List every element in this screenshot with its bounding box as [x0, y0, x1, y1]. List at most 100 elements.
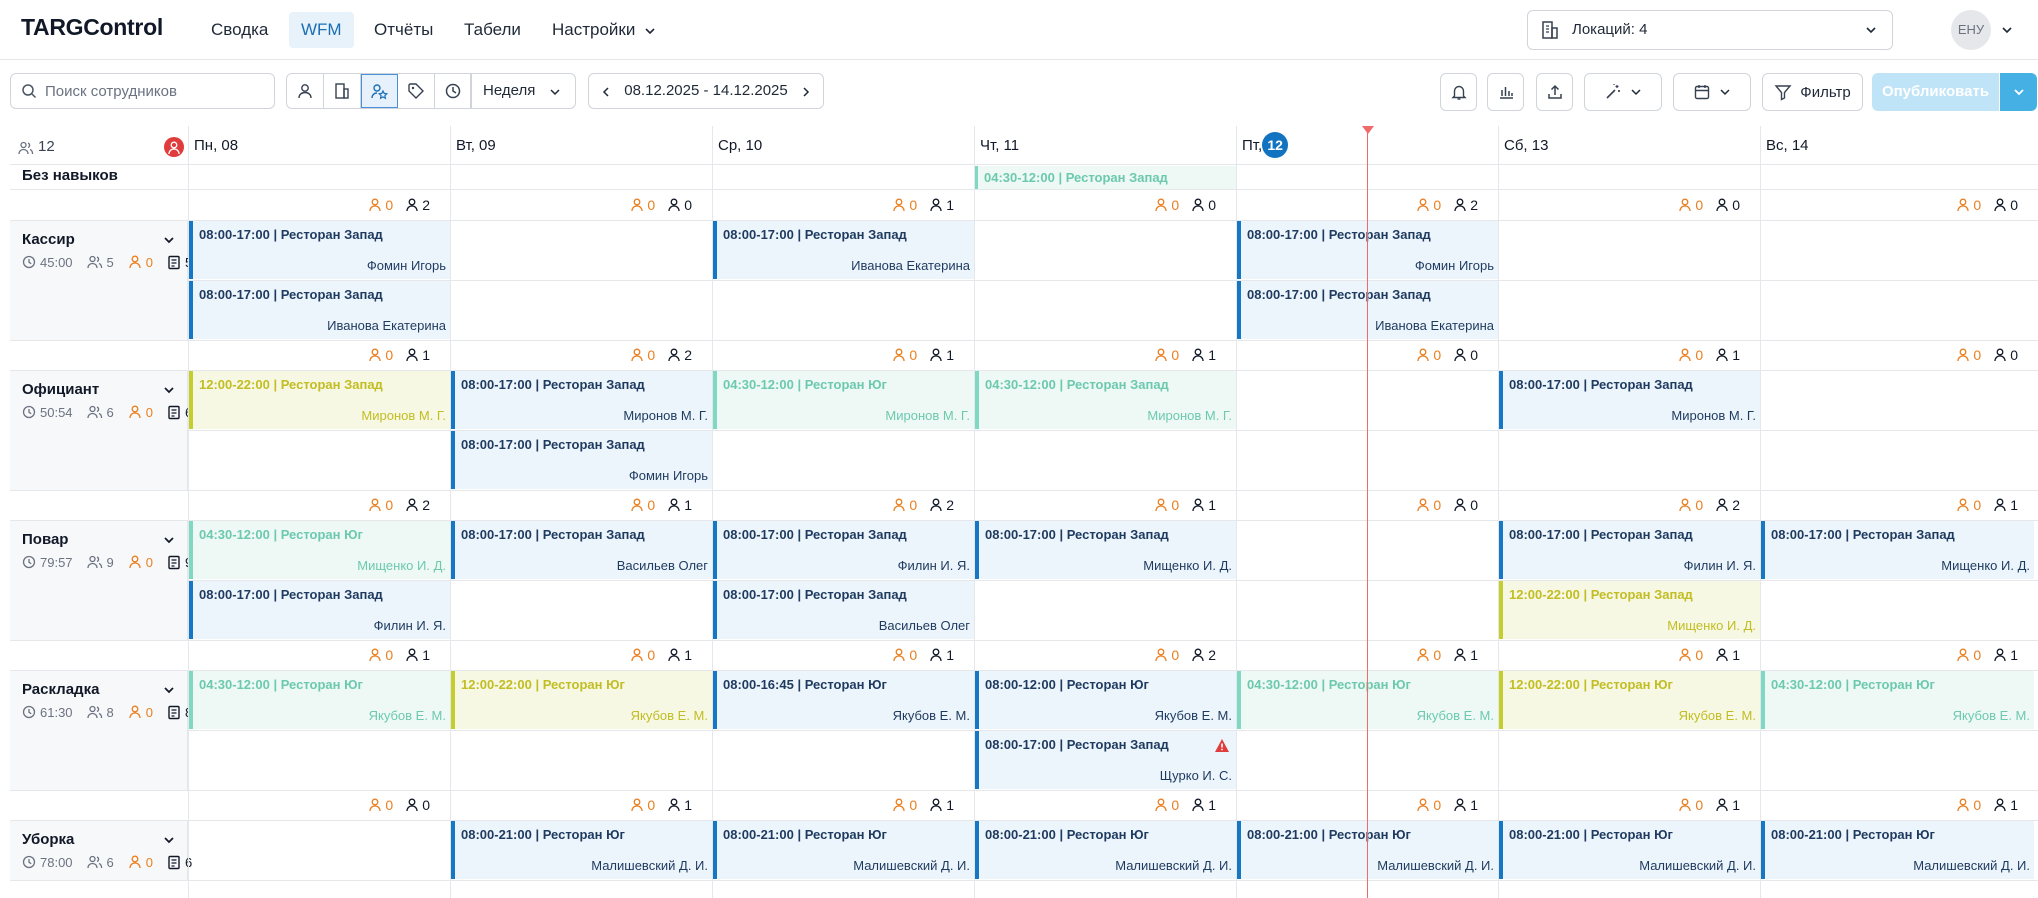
shift-card[interactable]: 04:30-12:00 | Ресторан Запад Миронов М. Г…	[975, 371, 1236, 429]
shift-card[interactable]: 12:00-22:00 | Ресторан Юг Якубов Е. М.	[451, 671, 712, 729]
statistics-button[interactable]	[1487, 73, 1524, 111]
assigned-count: 1	[684, 647, 692, 663]
brand-logo[interactable]: TARGControl	[21, 14, 163, 40]
assigned-count: 2	[422, 197, 430, 213]
shift-card[interactable]: 04:30-12:00 | Ресторан Запад	[975, 166, 1236, 189]
view-by-time-button[interactable]	[435, 74, 472, 108]
shift-card[interactable]: 04:30-12:00 | Ресторан Юг Миронов М. Г.	[713, 371, 974, 429]
shift-card[interactable]: 08:00-17:00 | Ресторан Запад Филин И. Я.	[189, 581, 450, 639]
user-assigned-icon	[1716, 498, 1728, 512]
shift-card[interactable]: 08:00-17:00 | Ресторан Запад Миронов М. Г…	[451, 371, 712, 429]
shift-card[interactable]: 04:30-12:00 | Ресторан Юг Якубов Е. М.	[1761, 671, 2034, 729]
publish-button[interactable]: Опубликовать	[1872, 73, 1999, 111]
assigned-count: 1	[946, 347, 954, 363]
shift-card[interactable]: 08:00-17:00 | Ресторан Запад Миронов М. Г…	[1499, 371, 1760, 429]
chevron-down-icon[interactable]	[162, 383, 176, 397]
shift-employee: Малишевский Д. И.	[1639, 858, 1756, 873]
role-hours: 61:30	[40, 704, 73, 720]
shift-card[interactable]: 08:00-12:00 | Ресторан Юг Якубов Е. М.	[975, 671, 1236, 729]
shift-card[interactable]: 08:00-17:00 | Ресторан Запад Иванова Екат…	[713, 221, 974, 279]
day-header[interactable]: Ср, 10	[712, 126, 974, 165]
shift-employee: Васильев Олег	[878, 618, 970, 633]
upload-icon	[1547, 84, 1562, 99]
shift-card[interactable]: 08:00-21:00 | Ресторан Юг Малишевский Д. …	[1499, 821, 1760, 879]
shift-card[interactable]: 08:00-17:00 | Ресторан Запад Фомин Игорь	[451, 431, 712, 489]
shift-card[interactable]: 08:00-17:00 | Ресторан Запад Мищенко И. Д…	[1761, 521, 2034, 579]
shift-card[interactable]: 08:00-16:45 | Ресторан Юг Якубов Е. М.	[713, 671, 974, 729]
shift-card[interactable]: 04:30-12:00 | Ресторан Юг Мищенко И. Д.	[189, 521, 450, 579]
search-input[interactable]	[45, 74, 270, 108]
shift-card[interactable]: 12:00-22:00 | Ресторан Юг Якубов Е. М.	[1499, 671, 1760, 729]
shift-card[interactable]: 08:00-21:00 | Ресторан Юг Малишевский Д. …	[713, 821, 974, 879]
shift-card[interactable]: 08:00-21:00 | Ресторан Юг Малишевский Д. …	[1761, 821, 2034, 879]
view-by-employee-button[interactable]	[287, 74, 324, 108]
shift-card[interactable]: 08:00-17:00 | Ресторан Запад Иванова Екат…	[189, 281, 450, 339]
view-by-location-button[interactable]	[324, 74, 361, 108]
notifications-button[interactable]	[1440, 73, 1477, 111]
nav-reports[interactable]: Отчёты	[374, 20, 434, 39]
shift-card[interactable]: 08:00-17:00 | Ресторан Запад Фомин Игорь	[189, 221, 450, 279]
shift-employee: Фомин Игорь	[366, 258, 446, 273]
open-count: 0	[385, 347, 394, 363]
nav-timesheets[interactable]: Табели	[464, 20, 521, 39]
row-divider	[10, 640, 2038, 641]
calendar-button[interactable]	[1673, 73, 1751, 111]
shift-card[interactable]: 08:00-21:00 | Ресторан Юг Малишевский Д. …	[975, 821, 1236, 879]
alert-badge[interactable]	[164, 137, 184, 157]
chevron-down-icon[interactable]	[162, 533, 176, 547]
day-header[interactable]: Пн, 08	[188, 126, 450, 165]
publish-options-button[interactable]	[2000, 73, 2037, 111]
shift-employee: Миронов М. Г.	[885, 408, 970, 423]
auto-schedule-button[interactable]	[1584, 73, 1662, 111]
chevron-down-icon[interactable]	[2000, 23, 2014, 37]
day-header[interactable]: Пт, 12	[1236, 126, 1498, 165]
shift-employee: Миронов М. Г.	[1147, 408, 1232, 423]
open-count: 0	[909, 347, 918, 363]
shift-card[interactable]: 08:00-17:00 | Ресторан Запад Васильев Оле…	[451, 521, 712, 579]
day-header[interactable]: Чт, 11	[974, 126, 1236, 165]
assigned-count: 1	[2010, 797, 2018, 813]
filter-button[interactable]: Фильтр	[1762, 73, 1863, 111]
nav-settings-label: Настройки	[552, 20, 636, 39]
shift-card[interactable]: 04:30-12:00 | Ресторан Юг Якубов Е. М.	[189, 671, 450, 729]
nav-summary[interactable]: Сводка	[211, 20, 269, 39]
user-open-icon	[129, 555, 141, 569]
chevron-right-icon[interactable]	[800, 86, 812, 98]
shift-card[interactable]: 12:00-22:00 | Ресторан Запад Мищенко И. Д…	[1499, 581, 1760, 639]
open-count: 0	[1171, 497, 1180, 513]
employee-search[interactable]	[10, 73, 275, 109]
shift-employee: Филин И. Я.	[1683, 558, 1756, 573]
shift-card[interactable]: 08:00-17:00 | Ресторан Запад Мищенко И. Д…	[975, 521, 1236, 579]
shift-card[interactable]: 08:00-17:00 | Ресторан Запад Щурко И. С.	[975, 731, 1236, 789]
nav-wfm[interactable]: WFM	[289, 12, 354, 48]
shift-card[interactable]: 08:00-17:00 | Ресторан Запад Филин И. Я.	[1499, 521, 1760, 579]
locations-select[interactable]: Локаций: 4	[1527, 10, 1893, 50]
view-by-skill-button[interactable]	[361, 74, 398, 108]
day-header[interactable]: Вс, 14	[1760, 126, 2038, 165]
shift-card[interactable]: 08:00-21:00 | Ресторан Юг Малишевский Д. …	[451, 821, 712, 879]
user-avatar[interactable]: ЕНУ	[1951, 10, 1991, 50]
row-divider	[10, 220, 2038, 221]
date-range-label[interactable]: 08.12.2025 - 14.12.2025	[624, 82, 788, 99]
chevron-down-icon[interactable]	[162, 833, 176, 847]
export-button[interactable]	[1536, 73, 1573, 111]
shift-card[interactable]: 08:00-17:00 | Ресторан Запад Филин И. Я.	[713, 521, 974, 579]
column-divider	[1498, 126, 1499, 898]
chevron-down-icon[interactable]	[162, 233, 176, 247]
period-select[interactable]: Неделя	[470, 73, 576, 109]
day-header[interactable]: Сб, 13	[1498, 126, 1760, 165]
shift-card[interactable]: 08:00-17:00 | Ресторан Запад Васильев Оле…	[713, 581, 974, 639]
nav-settings[interactable]: Настройки	[540, 12, 669, 48]
day-header[interactable]: Вт, 09	[450, 126, 712, 165]
chevron-down-icon[interactable]	[162, 683, 176, 697]
building-icon	[335, 83, 349, 99]
employee-count-value: 12	[38, 138, 55, 155]
chevron-left-icon[interactable]	[600, 86, 612, 98]
shift-card[interactable]: 12:00-22:00 | Ресторан Запад Миронов М. Г…	[189, 371, 450, 429]
open-count: 0	[1695, 797, 1704, 813]
view-by-tag-button[interactable]	[398, 74, 435, 108]
